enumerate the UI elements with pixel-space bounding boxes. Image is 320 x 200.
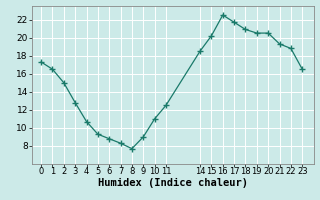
X-axis label: Humidex (Indice chaleur): Humidex (Indice chaleur) <box>98 178 248 188</box>
